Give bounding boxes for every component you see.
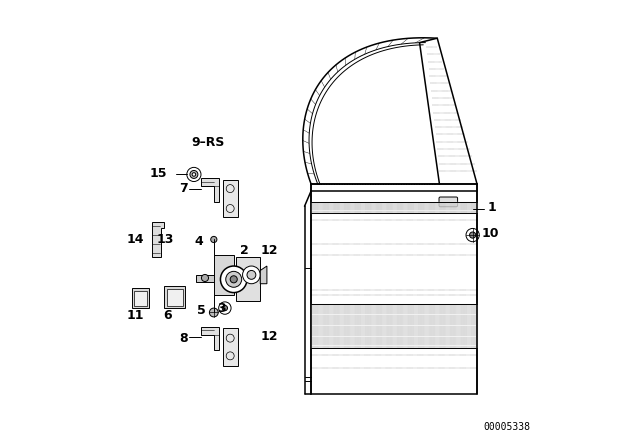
Text: 15: 15 xyxy=(150,167,167,180)
Text: 9–RS: 9–RS xyxy=(192,136,225,149)
Polygon shape xyxy=(311,184,477,394)
Polygon shape xyxy=(152,222,164,257)
Text: 14: 14 xyxy=(127,233,144,246)
Text: 2: 2 xyxy=(241,244,249,257)
Polygon shape xyxy=(164,286,186,308)
Circle shape xyxy=(190,171,198,178)
Bar xyxy=(167,289,183,306)
Circle shape xyxy=(219,302,231,314)
Circle shape xyxy=(220,266,247,293)
Text: 5: 5 xyxy=(197,304,206,317)
Text: 6: 6 xyxy=(163,309,172,322)
Circle shape xyxy=(211,237,217,242)
Text: 7: 7 xyxy=(179,182,188,195)
Circle shape xyxy=(247,271,256,279)
Polygon shape xyxy=(223,328,238,366)
Text: 8: 8 xyxy=(180,332,188,345)
Text: 11: 11 xyxy=(126,309,144,322)
Polygon shape xyxy=(214,255,234,295)
Circle shape xyxy=(202,275,209,281)
Circle shape xyxy=(192,172,196,176)
Circle shape xyxy=(470,232,476,238)
Polygon shape xyxy=(196,275,241,281)
Circle shape xyxy=(226,271,242,287)
Polygon shape xyxy=(223,180,238,217)
Circle shape xyxy=(243,266,260,284)
Polygon shape xyxy=(260,266,267,284)
Text: 00005338: 00005338 xyxy=(483,422,530,432)
Circle shape xyxy=(230,276,237,283)
Circle shape xyxy=(222,306,228,311)
Bar xyxy=(134,291,147,306)
Polygon shape xyxy=(200,177,219,202)
Text: 12: 12 xyxy=(260,244,278,257)
Text: 10: 10 xyxy=(482,227,499,240)
Text: 3: 3 xyxy=(218,302,226,314)
Polygon shape xyxy=(236,257,260,302)
Polygon shape xyxy=(132,288,148,308)
FancyBboxPatch shape xyxy=(439,197,458,207)
Text: 4: 4 xyxy=(194,235,203,248)
Text: 12: 12 xyxy=(260,330,278,343)
Text: 13: 13 xyxy=(156,233,173,246)
Text: 1: 1 xyxy=(487,201,496,214)
Polygon shape xyxy=(200,327,219,350)
Circle shape xyxy=(209,308,218,317)
